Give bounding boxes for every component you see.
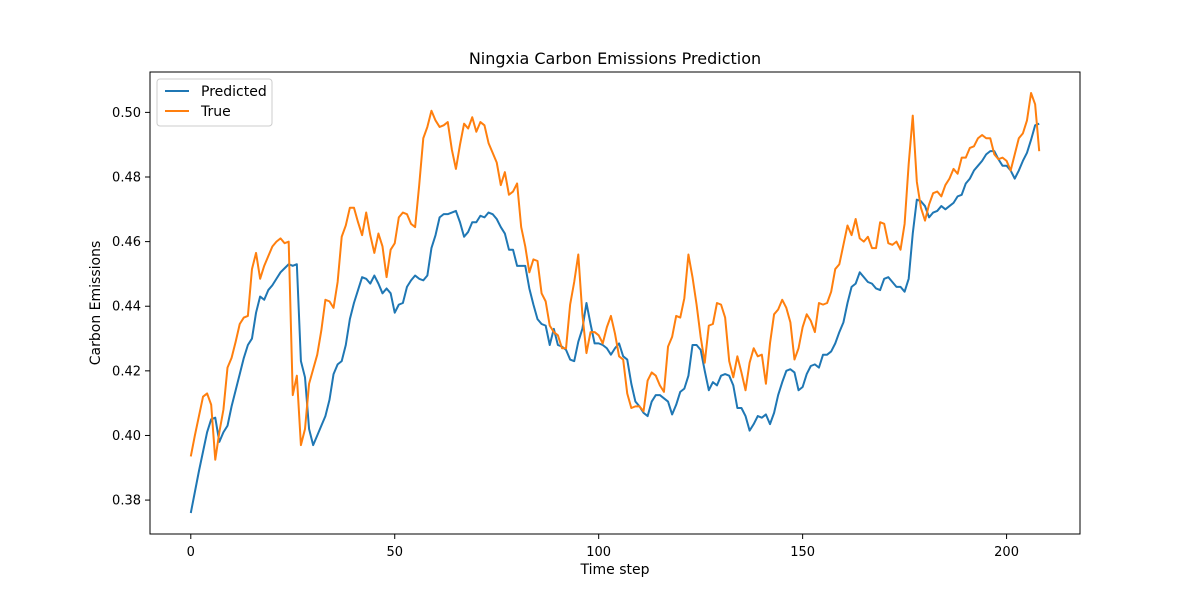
x-axis-label: Time step [580,562,650,578]
y-axis-label: Carbon Emissions [88,241,104,365]
series-line-true [189,92,1041,461]
y-axis: 0.38 0.40 0.42 0.44 0.46 0.48 0.50 [112,106,150,509]
y-tick-label: 0.40 [112,429,141,444]
legend-label-true: True [200,104,231,120]
legend-label-predicted: Predicted [201,84,267,100]
y-tick-label: 0.44 [112,300,141,315]
y-tick-label: 0.48 [112,171,141,186]
legend: Predicted True [156,78,273,127]
y-tick-label: 0.38 [112,494,141,509]
y-tick-label: 0.50 [112,106,141,121]
y-tick-label: 0.46 [112,235,141,250]
x-axis: 0 50 100 150 200 [187,534,1019,560]
plot-area [149,71,1081,535]
y-tick-label: 0.42 [112,364,141,379]
series-layer [189,92,1041,514]
x-tick-label: 100 [586,545,611,560]
series-line-predicted [189,122,1040,514]
chart-title: Ningxia Carbon Emissions Prediction [469,49,761,68]
x-tick-label: 50 [386,545,403,560]
x-tick-label: 200 [994,545,1019,560]
x-tick-label: 0 [187,545,195,560]
plot-frame [149,71,1081,535]
x-tick-label: 150 [790,545,815,560]
